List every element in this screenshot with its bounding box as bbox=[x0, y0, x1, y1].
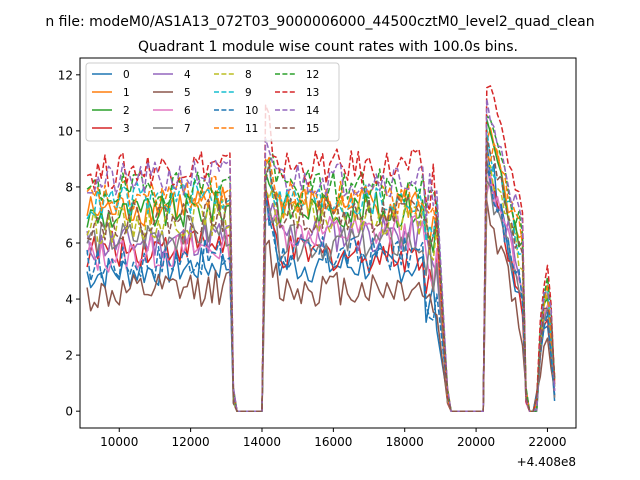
legend-label-14: 14 bbox=[306, 105, 320, 117]
x-tick-label: 16000 bbox=[314, 435, 352, 449]
y-tick-label: 0 bbox=[65, 405, 73, 419]
chart-title: Quadrant 1 module wise count rates with … bbox=[138, 39, 518, 55]
x-tick-label: 10000 bbox=[100, 435, 138, 449]
legend-label-6: 6 bbox=[184, 105, 191, 117]
legend-label-13: 13 bbox=[306, 87, 319, 99]
x-tick-label: 20000 bbox=[457, 435, 495, 449]
legend-label-3: 3 bbox=[123, 123, 130, 135]
legend-label-9: 9 bbox=[245, 87, 252, 99]
x-tick-label: 14000 bbox=[243, 435, 281, 449]
x-tick-label: 12000 bbox=[172, 435, 210, 449]
x-tick-label: 22000 bbox=[528, 435, 566, 449]
legend-label-4: 4 bbox=[184, 69, 191, 81]
series-line-8 bbox=[86, 164, 556, 412]
series-line-14 bbox=[87, 98, 556, 412]
figure-suptitle: n file: modeM0/AS1A13_072T03_9000006000_… bbox=[45, 14, 594, 30]
legend-label-7: 7 bbox=[184, 123, 191, 135]
legend-label-10: 10 bbox=[245, 105, 258, 117]
legend-label-8: 8 bbox=[245, 69, 252, 81]
legend-label-15: 15 bbox=[306, 123, 319, 135]
legend-label-5: 5 bbox=[184, 87, 191, 99]
y-tick-label: 8 bbox=[65, 180, 73, 194]
y-tick-label: 10 bbox=[58, 124, 73, 138]
y-tick-label: 4 bbox=[65, 293, 73, 307]
legend-frame bbox=[85, 62, 340, 142]
x-axis-offset-label: +4.408e8 bbox=[517, 455, 576, 469]
x-tick-label: 18000 bbox=[386, 435, 424, 449]
legend-label-11: 11 bbox=[245, 123, 258, 135]
series-line-15 bbox=[86, 137, 556, 412]
y-tick-label: 6 bbox=[65, 237, 73, 251]
legend-label-2: 2 bbox=[123, 105, 130, 117]
legend-label-0: 0 bbox=[123, 69, 130, 81]
y-tick-label: 2 bbox=[65, 349, 73, 363]
legend-label-1: 1 bbox=[123, 87, 130, 99]
legend-label-12: 12 bbox=[306, 69, 319, 81]
y-tick-label: 12 bbox=[58, 68, 73, 82]
